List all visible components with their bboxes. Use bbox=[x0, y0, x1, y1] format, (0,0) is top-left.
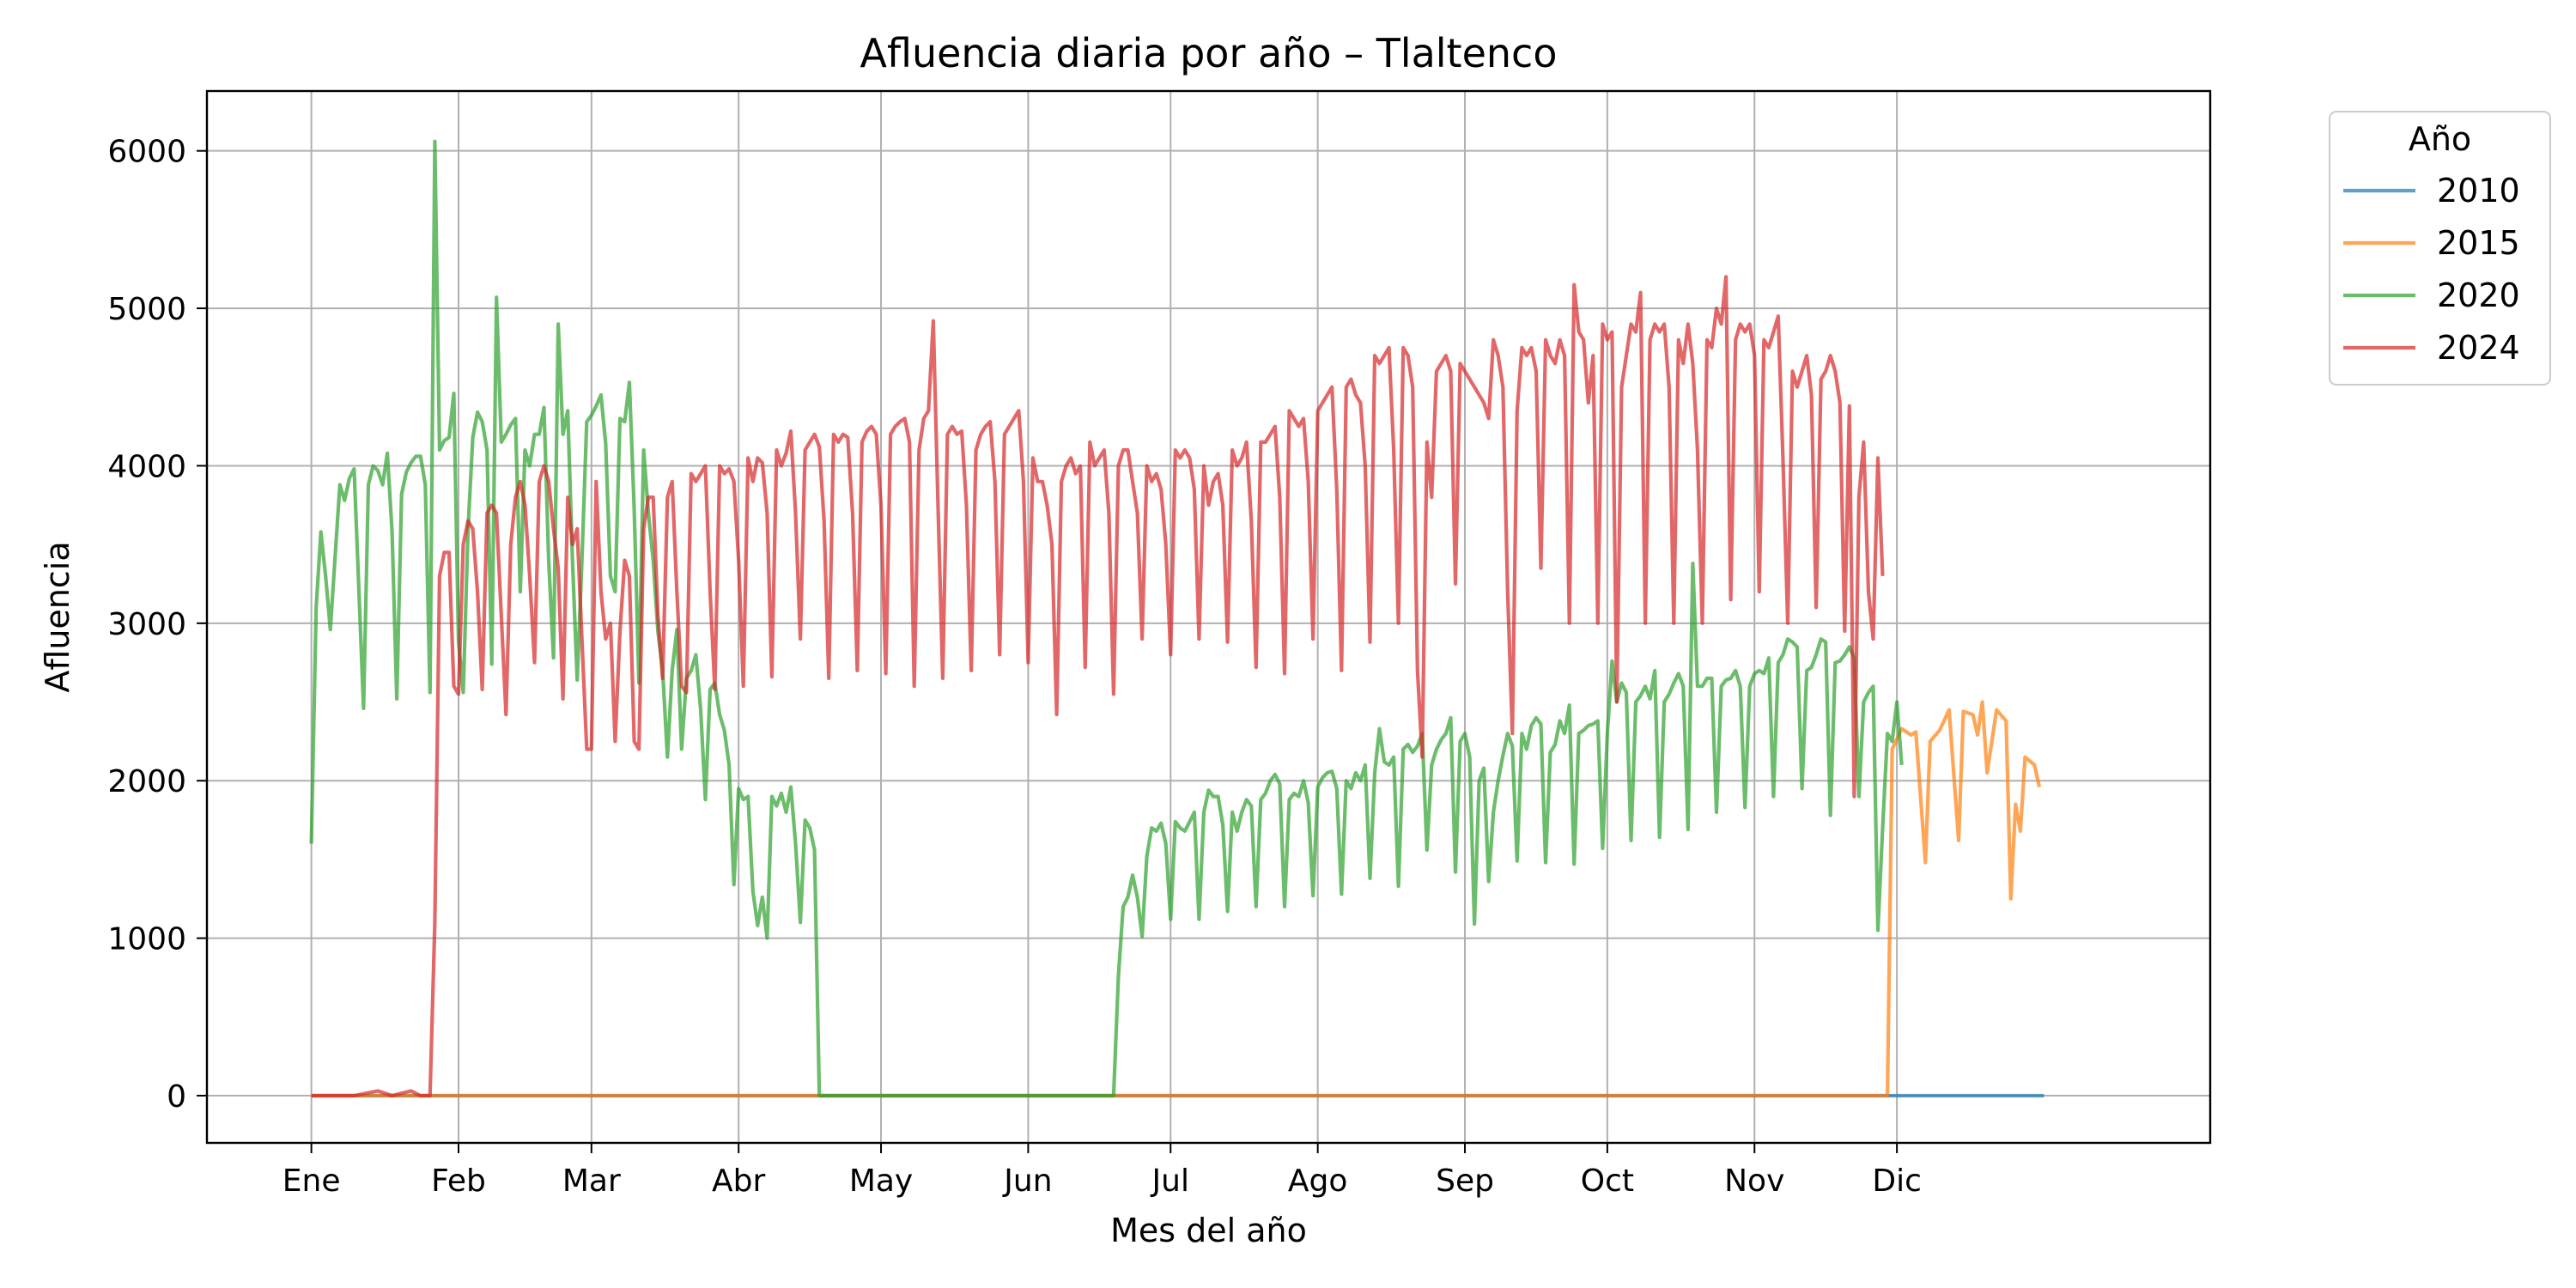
legend-label: 2015 bbox=[2437, 224, 2520, 262]
plot-frame bbox=[205, 89, 2212, 1145]
x-tick-label: Jul bbox=[1151, 1163, 1189, 1199]
legend-label: 2024 bbox=[2437, 329, 2520, 367]
x-tick-label: Feb bbox=[431, 1163, 486, 1199]
y-tick-label: 1000 bbox=[107, 922, 186, 957]
x-tick-label: Ene bbox=[283, 1163, 341, 1199]
series-group bbox=[309, 139, 2044, 1098]
legend-label: 2010 bbox=[2437, 172, 2520, 210]
x-tick-label: Sep bbox=[1436, 1163, 1494, 1199]
y-tick-label: 5000 bbox=[107, 292, 186, 327]
grid bbox=[207, 91, 2210, 1143]
legend-label: 2020 bbox=[2437, 276, 2520, 314]
chart-title: Afluencia diaria por año – Tlaltenco bbox=[860, 30, 1558, 76]
x-tick-label: Nov bbox=[1724, 1163, 1784, 1199]
y-tick-label: 3000 bbox=[107, 607, 186, 642]
x-tick-label: Abr bbox=[712, 1163, 765, 1199]
y-tick-label: 2000 bbox=[107, 764, 186, 799]
x-tick-label: Mar bbox=[562, 1163, 621, 1199]
y-tick-label: 4000 bbox=[107, 449, 186, 484]
axis-ticks: Ene Feb Mar Abr May Jun Jul Ago Sep Oct Nov Dic 0 100… bbox=[107, 135, 1922, 1199]
series-line-2015 bbox=[311, 700, 2042, 1098]
x-tick-label: Ago bbox=[1288, 1163, 1348, 1199]
x-tick-label: Oct bbox=[1581, 1163, 1634, 1199]
y-tick-label: 6000 bbox=[107, 135, 186, 170]
legend-box bbox=[2329, 111, 2551, 386]
x-tick-label: Dic bbox=[1872, 1163, 1922, 1199]
legend-items: 2010 2015 2020 2024 bbox=[2343, 172, 2520, 367]
y-tick-label: 0 bbox=[167, 1079, 186, 1115]
legend-title: Año bbox=[2409, 120, 2471, 158]
x-tick-label: May bbox=[849, 1163, 913, 1199]
y-axis-label: Afluencia bbox=[39, 541, 76, 692]
x-axis-label: Mes del año bbox=[1110, 1212, 1307, 1249]
series-line-2024 bbox=[311, 275, 1885, 1098]
series-line-2020 bbox=[309, 139, 1904, 1098]
legend: Año 2010 2015 2020 2024 bbox=[2329, 111, 2551, 386]
x-tick-label: Jun bbox=[1002, 1163, 1052, 1199]
